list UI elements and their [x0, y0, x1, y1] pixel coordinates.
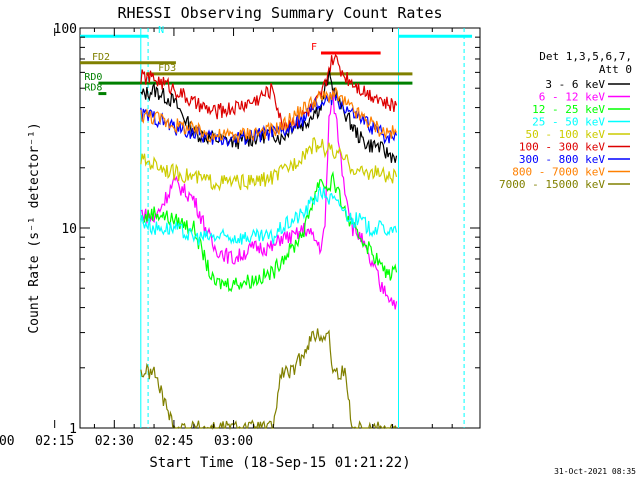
x-tick-label: 02:30 [95, 434, 134, 449]
legend-header-2: Att 0 [599, 63, 632, 76]
series-line-12-25-kev [140, 170, 398, 293]
legend-label: 25 - 50 keV [532, 116, 605, 129]
x-tick-label: 02:45 [154, 434, 193, 449]
legend-label: 50 - 100 keV [526, 128, 606, 141]
series-line-100-300-kev [140, 53, 398, 133]
legend-label: 300 - 800 keV [519, 153, 605, 166]
y-axis-label: Count Rate (s⁻¹ detector⁻¹) [27, 122, 42, 333]
state-label-f: F [311, 42, 317, 53]
x-tick-label: 02:15 [35, 434, 74, 449]
y-axis-ticks: 1 10 100 [54, 22, 480, 437]
chart-title: RHESSI Observing Summary Count Rates [117, 4, 442, 22]
series-line-800-7000-kev [140, 87, 398, 143]
legend-label: 6 - 12 keV [539, 91, 606, 104]
x-axis-label: Start Time (18-Sep-15 01:21:22) [149, 455, 410, 471]
series-lines [140, 53, 398, 431]
series-line-7000-15000-kev [140, 328, 397, 431]
legend-label: 100 - 300 keV [519, 141, 605, 154]
y-tick-label: 100 [54, 22, 77, 37]
y-tick-label: 1 [69, 422, 77, 437]
state-label-n: N [158, 25, 164, 36]
legend-label: 3 - 6 keV [545, 78, 605, 91]
state-label-fd3: FD3 [158, 63, 176, 74]
series-line-25-50-kev [140, 186, 398, 246]
legend-header-1: Det 1,3,5,6,7, [539, 50, 632, 63]
state-label-rd0: RD0 [84, 72, 102, 83]
legend-label: 800 - 7000 keV [512, 166, 605, 179]
legend-label: 7000 - 15000 keV [499, 178, 605, 191]
timestamp: 31-Oct-2021 08:35 [554, 467, 636, 476]
state-label-rd8: RD8 [84, 83, 102, 94]
x-tick-label: 02:00 [0, 434, 15, 449]
state-label-fd2: FD2 [92, 52, 110, 63]
series-line-50-100-kev [140, 137, 398, 192]
y-tick-label: 10 [61, 222, 77, 237]
x-tick-label: 03:00 [214, 434, 253, 449]
legend-label: 12 - 25 keV [532, 103, 605, 116]
